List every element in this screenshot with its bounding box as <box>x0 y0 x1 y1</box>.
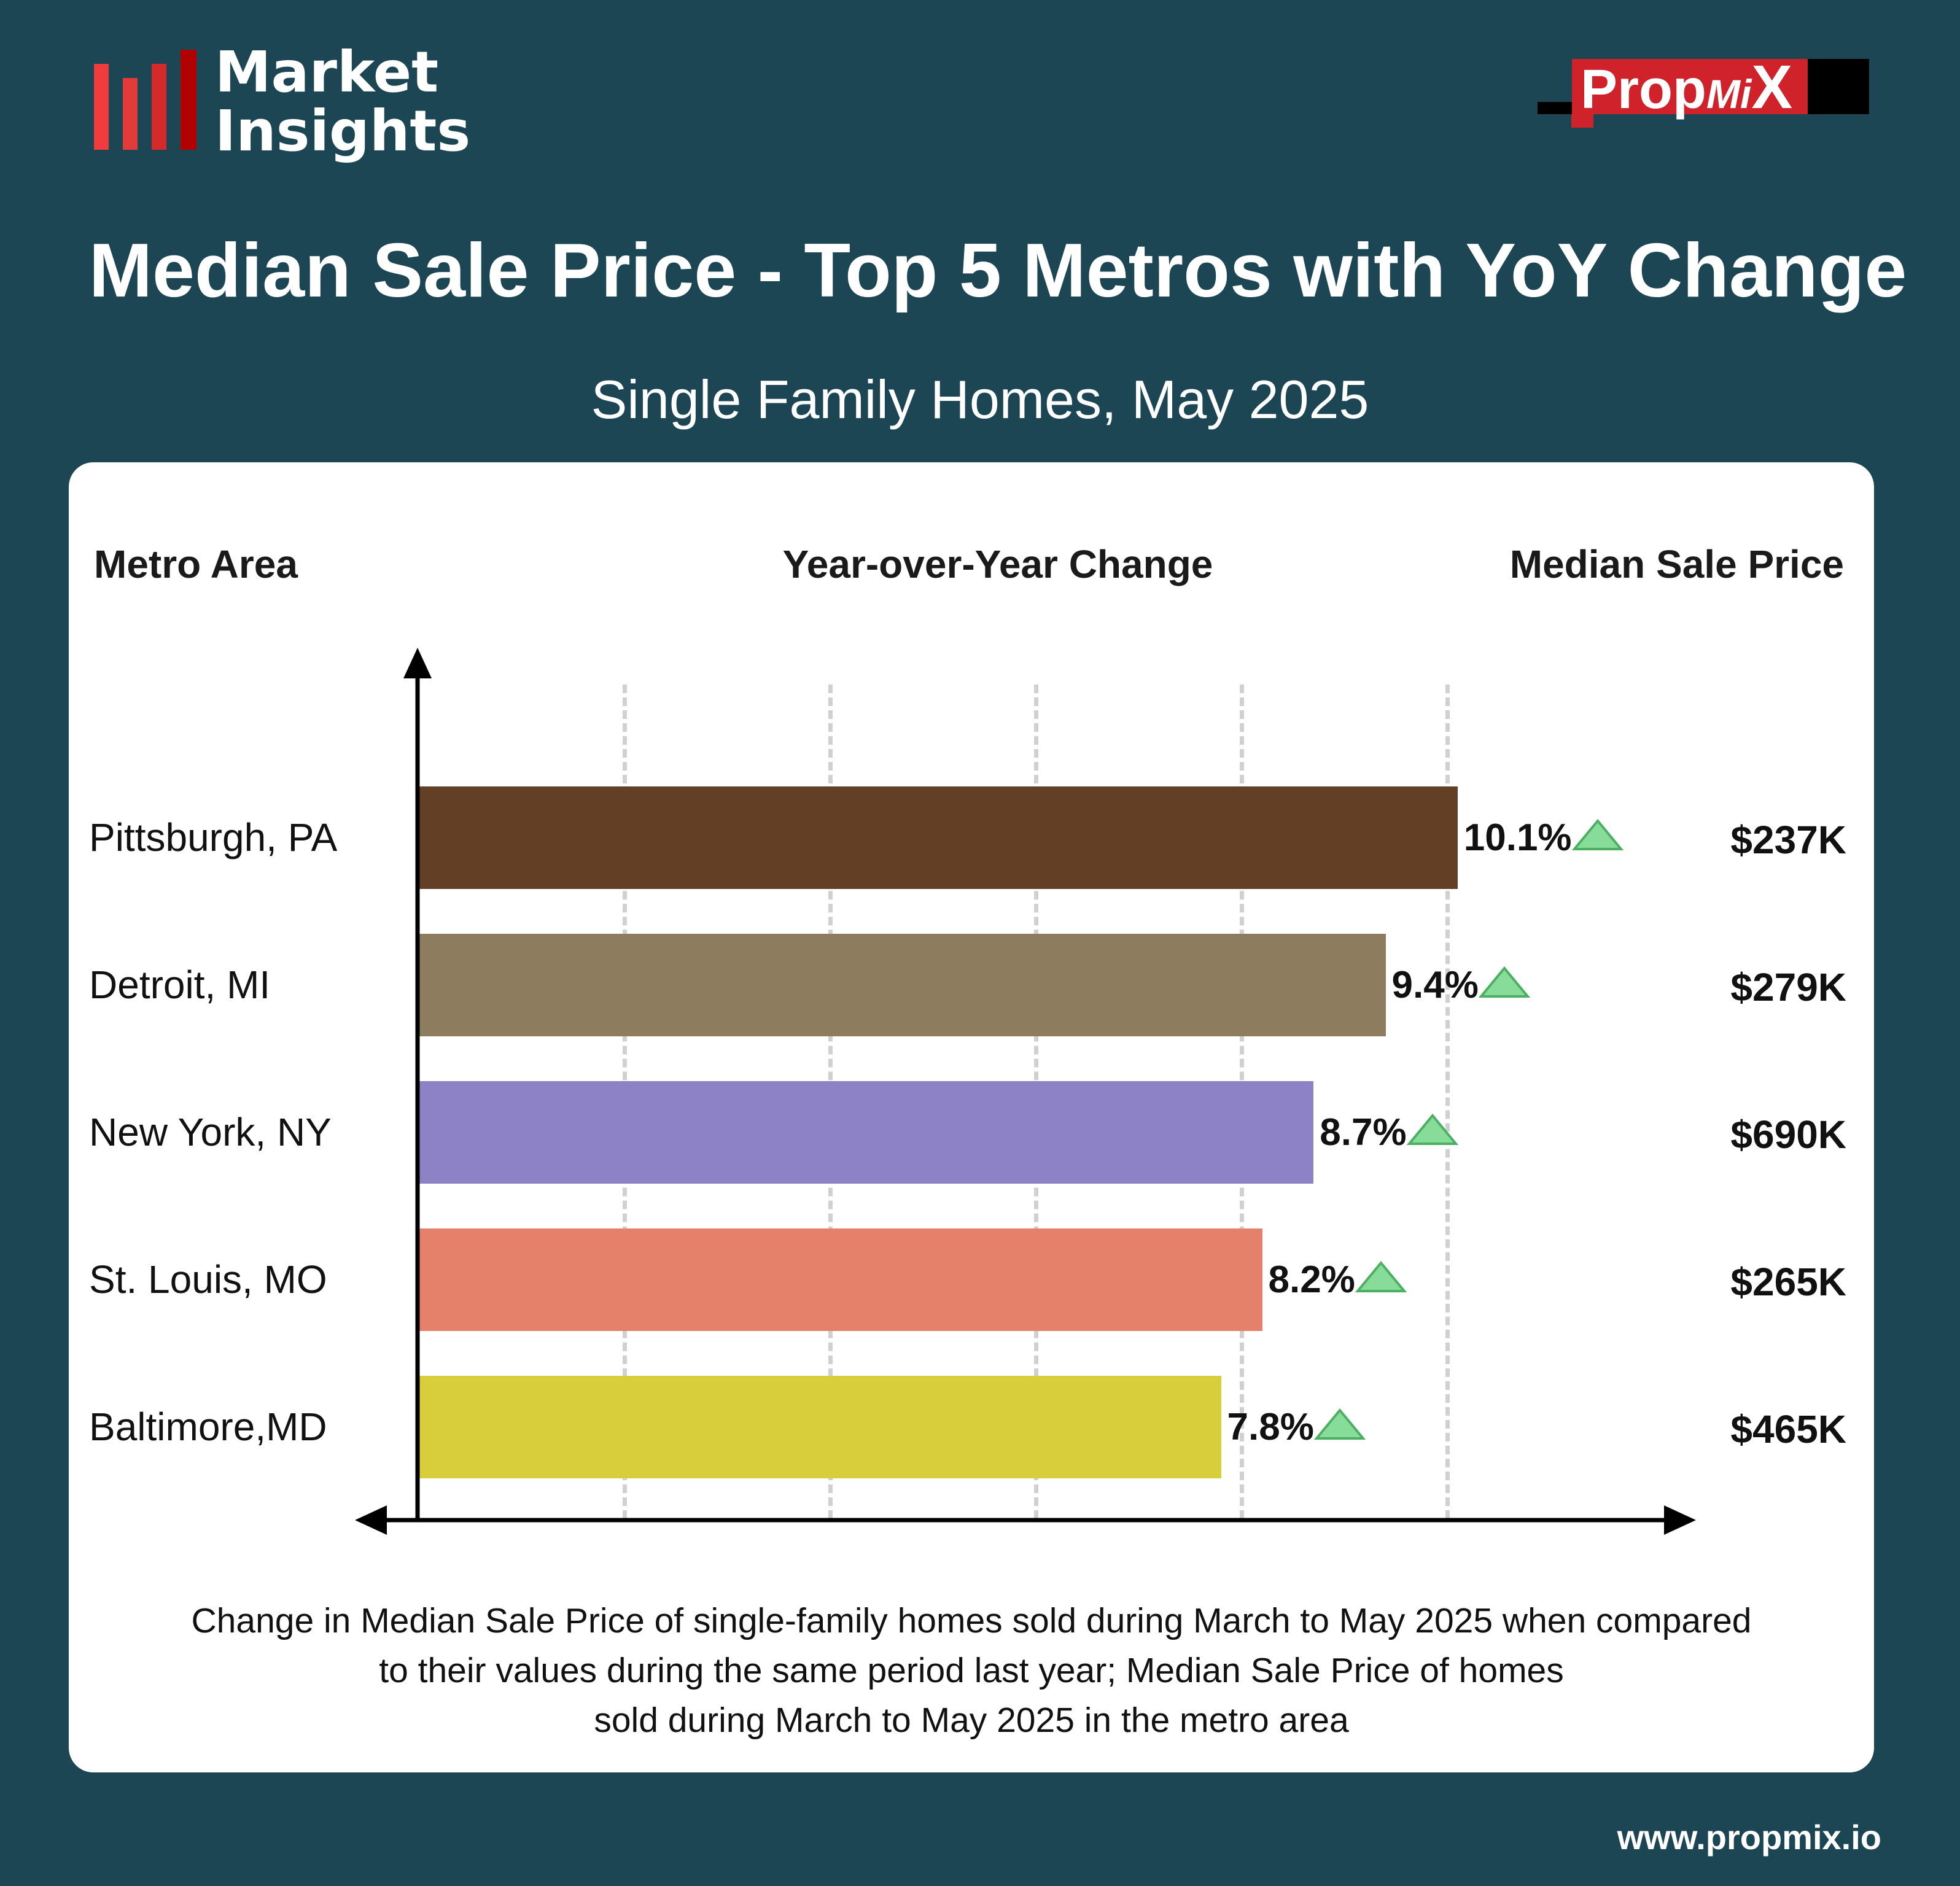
footnote-line-1: Change in Median Sale Price of single-fa… <box>191 1601 1752 1640</box>
logo-insights: Insights <box>215 98 471 164</box>
value-label: 9.4% <box>1391 934 1531 1036</box>
metro-label: St. Louis, MO <box>89 1257 327 1302</box>
median-price: $279K <box>1730 965 1846 1009</box>
value-label: 7.8% <box>1227 1376 1366 1478</box>
gridline <box>1445 685 1450 1519</box>
up-triangle-icon <box>1355 1260 1407 1292</box>
yoy-value: 7.8% <box>1227 1406 1314 1448</box>
median-price: $690K <box>1730 1112 1846 1157</box>
footnote-line-2: to their values during the same period l… <box>379 1651 1564 1690</box>
value-label: 8.2% <box>1269 1228 1407 1331</box>
value-label: 10.1% <box>1464 786 1624 889</box>
metro-label: Pittsburgh, PA <box>89 815 338 860</box>
header-metro: Metro Area <box>94 542 298 586</box>
x-axis-right-arrow-icon <box>1664 1505 1696 1535</box>
median-price: $265K <box>1730 1260 1846 1304</box>
yoy-value: 8.7% <box>1320 1111 1407 1154</box>
bar <box>419 934 1386 1036</box>
footnote-line-3: sold during March to May 2025 in the met… <box>594 1701 1349 1740</box>
x-axis-left-arrow-icon <box>355 1505 387 1535</box>
bar <box>419 1228 1262 1331</box>
up-triangle-icon <box>1478 966 1531 998</box>
metro-label: New York, NY <box>89 1110 332 1154</box>
bar <box>419 1081 1314 1184</box>
up-triangle-icon <box>1313 1408 1366 1440</box>
brand-x: X <box>1751 53 1793 122</box>
value-label: 8.7% <box>1320 1081 1458 1184</box>
chart-footnote: Change in Median Sale Price of single-fa… <box>69 1596 1874 1745</box>
median-price: $465K <box>1730 1407 1846 1451</box>
yoy-value: 9.4% <box>1391 964 1479 1006</box>
up-triangle-icon <box>1571 818 1624 850</box>
propmix-logo: PropMiX <box>1538 56 1869 128</box>
brand-mi: Mi <box>1706 71 1752 117</box>
website-link[interactable]: www.propmix.io <box>1617 1818 1881 1857</box>
yoy-value: 10.1% <box>1463 817 1572 859</box>
median-price: $237K <box>1730 818 1846 862</box>
yoy-value: 8.2% <box>1268 1259 1355 1301</box>
metro-label: Detroit, MI <box>89 963 271 1007</box>
chart-title: Median Sale Price - Top 5 Metros with Yo… <box>88 228 1907 313</box>
y-axis-arrow-icon <box>403 648 432 678</box>
chart-subtitle: Single Family Homes, May 2025 <box>591 369 1369 430</box>
header-price: Median Sale Price <box>1509 542 1844 586</box>
brand-prop: Prop <box>1581 59 1707 120</box>
header-yoy: Year-over-Year Change <box>782 542 1213 586</box>
metro-label: Baltimore,MD <box>89 1405 327 1449</box>
logo-market: Market <box>215 39 439 105</box>
bar <box>419 1376 1221 1478</box>
market-insights-logo-icon <box>94 50 198 150</box>
bar <box>419 786 1458 889</box>
up-triangle-icon <box>1406 1113 1458 1145</box>
